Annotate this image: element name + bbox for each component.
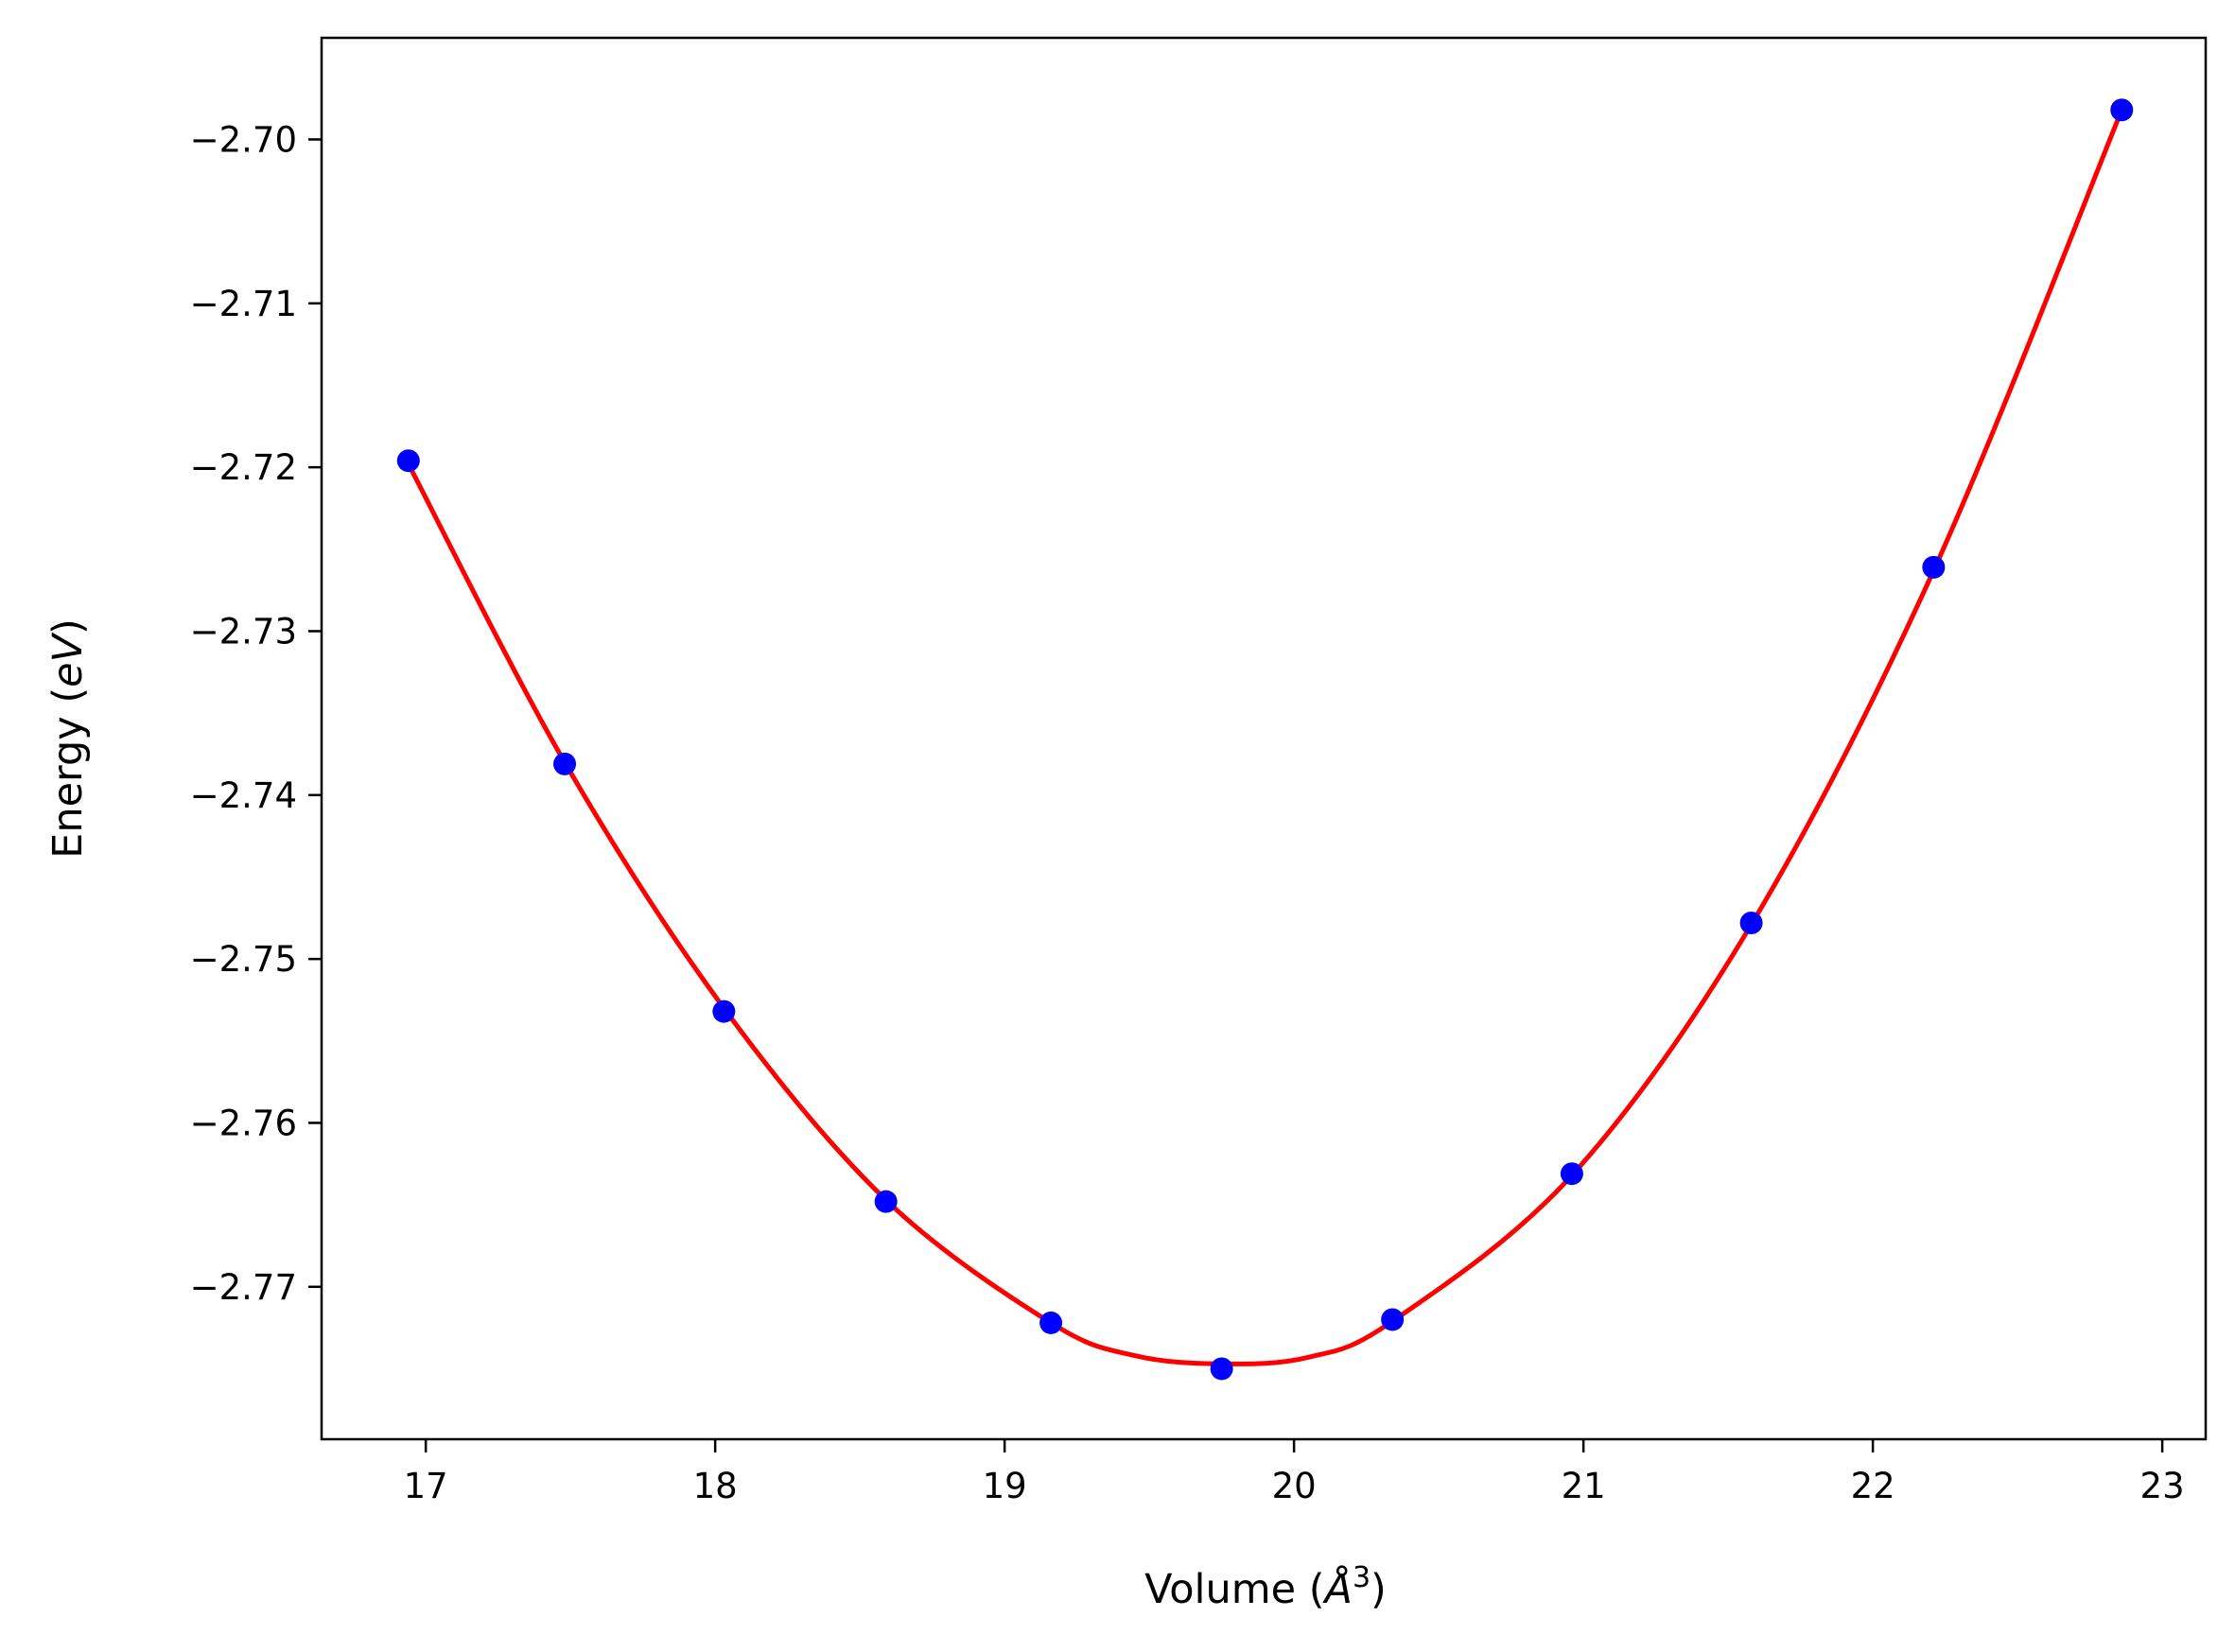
x-tick-label: 18 xyxy=(693,1466,738,1506)
plot-area-frame xyxy=(320,36,2208,1441)
x-axis-ticks: 17 18 19 20 21 22 23 xyxy=(404,1439,2185,1506)
y-tick-label: −2.77 xyxy=(190,1267,297,1308)
y-tick-label: −2.73 xyxy=(190,611,297,652)
data-points-layer xyxy=(396,98,2134,1381)
y-axis-ticks: −2.70 −2.71 −2.72 −2.73 −2.74 −2.75 −2.76 −2.77 xyxy=(190,119,322,1308)
x-tick-label: 22 xyxy=(1851,1466,1895,1506)
x-tick-label: 21 xyxy=(1562,1466,1606,1506)
x-tick-label: 23 xyxy=(2140,1466,2185,1506)
fit-curve-layer xyxy=(406,109,2124,1366)
y-tick-label: −2.72 xyxy=(190,447,297,488)
y-axis-title: Energy (eV) xyxy=(44,618,92,859)
data-point xyxy=(712,1000,736,1023)
x-axis-title: Volume (Å3) xyxy=(1144,1561,1387,1614)
y-tick-label: −2.70 xyxy=(190,119,297,160)
data-point xyxy=(2110,98,2134,122)
data-point xyxy=(1210,1357,1233,1381)
data-point xyxy=(1560,1162,1583,1186)
y-tick-label: −2.75 xyxy=(190,939,297,980)
data-point xyxy=(1739,912,1763,934)
x-tick-label: 20 xyxy=(1272,1466,1317,1506)
x-tick-label: 19 xyxy=(983,1466,1027,1506)
data-point xyxy=(1381,1308,1405,1331)
data-point xyxy=(1039,1311,1063,1334)
x-tick-label: 17 xyxy=(404,1466,448,1506)
y-tick-label: −2.76 xyxy=(190,1103,297,1143)
fit-curve xyxy=(406,109,2124,1366)
data-point xyxy=(874,1190,898,1213)
y-tick-label: −2.74 xyxy=(190,775,297,816)
data-point xyxy=(553,752,577,775)
data-point xyxy=(1922,555,1946,579)
y-tick-label: −2.71 xyxy=(190,284,297,324)
data-point xyxy=(396,449,420,473)
